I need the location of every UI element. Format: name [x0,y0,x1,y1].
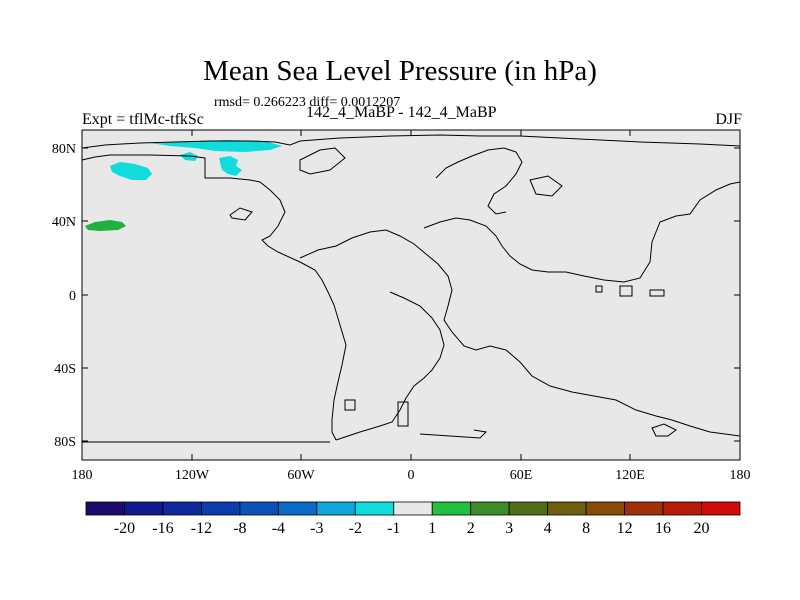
colorbar-label: 16 [655,520,671,537]
coastline-eurasia [423,181,741,283]
experiment-label: Expt = tflMc-tfkSc [82,111,204,128]
stats-line: rmsd= 0.266223 diff= 0.0012207 [214,95,401,110]
anomaly-patch-negative [110,162,152,180]
colorbar-swatch [624,501,664,516]
lon-label: 120E [615,468,645,483]
lat-label: 40S [54,362,76,377]
colorbar-label: 1 [428,520,436,537]
coastline-island [595,285,603,293]
anomaly-patches [85,140,282,231]
colorbar-swatch [85,501,125,516]
coastline-island [649,289,665,297]
coastline-europe-africa [299,229,691,427]
colorbar-label: -3 [310,520,323,537]
coastline-island [397,401,409,427]
latitude-labels: 80N 40N 0 40S 80S [52,142,76,450]
colorbar-label: -8 [233,520,246,537]
lon-label: 120W [175,468,210,483]
colorbar-swatch [547,501,587,516]
colorbar-swatch [124,501,164,516]
lat-label: 40N [52,215,76,230]
coastline-antarctica-east [419,429,488,439]
colorbar-label: 2 [467,520,475,537]
longitude-labels: 180 120W 60W 0 60E 120E 180 [72,468,751,483]
coastline-island [344,399,356,411]
colorbar-label: -4 [272,520,285,537]
colorbar-label: -20 [114,520,135,537]
colorbar-label: -1 [387,520,400,537]
coastline-island [229,207,253,221]
colorbar-labels: -20 -16 -12 -8 -4 -3 -2 -1 1 2 3 4 8 12 16 20 [114,520,710,537]
lon-label: 180 [730,468,751,483]
colorbar-swatch [393,501,433,516]
coastlines [81,134,741,443]
coastline-island [651,423,677,437]
colorbar-swatch [316,501,356,516]
colorbar-swatch [701,501,741,516]
map-plot-area [82,130,740,460]
colorbar-swatch [354,501,395,516]
coastline-eurasia-north [435,147,523,215]
lon-label: 60W [287,468,315,483]
lat-label: 0 [69,289,76,304]
colorbar-swatch [508,501,549,516]
colorbar-swatch [162,501,202,516]
coastline-island [619,285,633,297]
anomaly-patch-arctic-negative [150,140,282,152]
colorbar-label: 8 [582,520,590,537]
coastline-north [81,134,741,149]
colorbar-swatch [470,501,510,516]
colorbar-label: -16 [152,520,173,537]
coastline-antarctica-far-east [689,425,741,437]
colorbar-swatch [239,501,279,516]
coastline-island [529,175,563,197]
map-title: Mean Sea Level Pressure (in hPa) [203,55,597,87]
coastline-americas-west [81,154,347,441]
colorbar-swatch [201,501,241,516]
anomaly-patch-negative [180,152,198,161]
colorbar [85,501,741,516]
lon-label: 60E [510,468,533,483]
colorbar-label: 3 [505,520,513,537]
colorbar-swatch [431,501,472,516]
lon-label: 0 [408,468,415,483]
colorbar-label: 20 [694,520,710,537]
colorbar-swatch [662,501,702,516]
colorbar-swatch [585,501,625,516]
lon-label: 180 [72,468,93,483]
lat-label: 80N [52,142,76,157]
coastline-greenland [299,147,346,175]
anomaly-patch-positive [85,220,126,231]
colorbar-label: 4 [544,520,552,537]
anomaly-patch-negative [219,156,242,176]
colorbar-swatch [277,501,318,516]
lat-label: 80S [54,435,76,450]
colorbar-label: -2 [349,520,362,537]
coastline-americas-east [335,291,445,441]
colorbar-label: 12 [617,520,633,537]
tick-marks [81,130,741,460]
colorbar-label: -12 [191,520,212,537]
period-label: 142_4_MaBP - 142_4_MaBP [306,104,497,121]
season-label: DJF [715,111,742,128]
